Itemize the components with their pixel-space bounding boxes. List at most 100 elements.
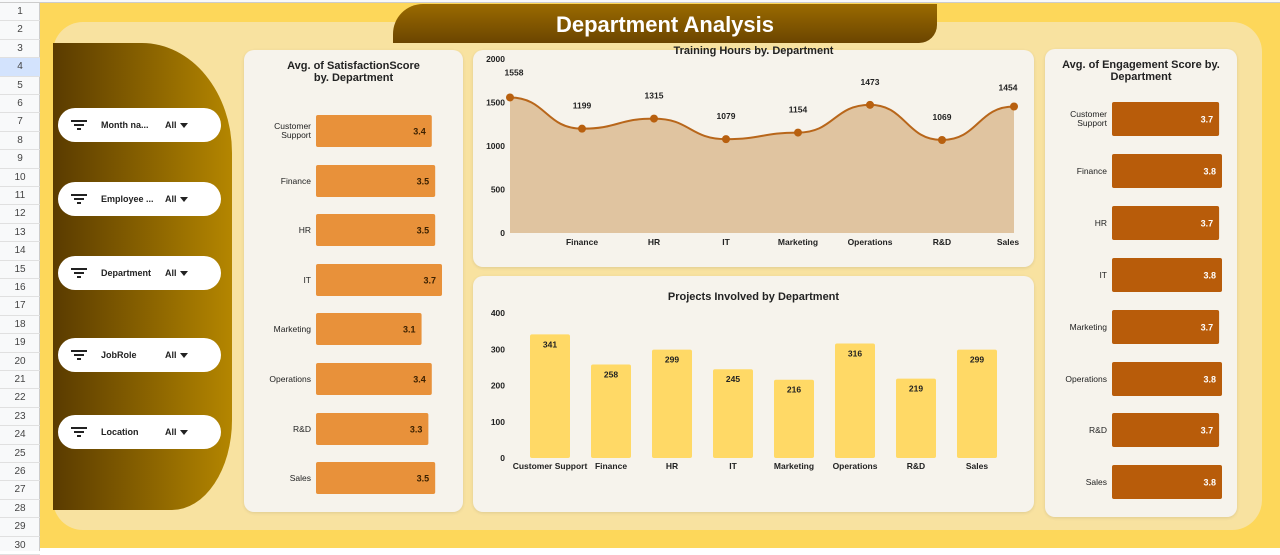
bar — [1112, 465, 1222, 499]
bar — [896, 378, 936, 458]
data-label: 3.7 — [1201, 426, 1214, 436]
bar — [316, 363, 432, 395]
filter-icon — [71, 194, 87, 204]
row-number[interactable]: 14 — [0, 242, 40, 261]
filter-jobrole[interactable]: JobRole All — [58, 338, 221, 372]
row-number[interactable]: 17 — [0, 297, 40, 316]
row-number[interactable]: 24 — [0, 426, 40, 445]
row-number[interactable]: 23 — [0, 408, 40, 427]
data-label: 3.3 — [410, 425, 423, 435]
row-number[interactable]: 3 — [0, 40, 40, 59]
row-number[interactable]: 8 — [0, 132, 40, 151]
data-label: 299 — [665, 355, 679, 365]
y-tick-label: 400 — [491, 308, 505, 318]
chevron-down-icon — [179, 122, 188, 128]
bar — [957, 349, 997, 458]
row-number[interactable]: 26 — [0, 463, 40, 482]
filter-dropdown[interactable]: All — [165, 268, 188, 278]
data-label: 245 — [726, 374, 740, 384]
row-number[interactable]: 6 — [0, 95, 40, 114]
filter-month-na[interactable]: Month na... All — [58, 108, 221, 142]
data-label: 3.7 — [423, 276, 436, 286]
row-number[interactable]: 18 — [0, 316, 40, 335]
row-number[interactable]: 16 — [0, 279, 40, 298]
filter-value: All — [165, 120, 177, 130]
chevron-down-icon — [179, 429, 188, 435]
row-number[interactable]: 19 — [0, 334, 40, 353]
row-number[interactable]: 11 — [0, 187, 40, 206]
row-number[interactable]: 9 — [0, 150, 40, 169]
bar — [316, 462, 436, 494]
bar — [774, 379, 814, 458]
bar — [713, 369, 753, 458]
chart-title: Avg. of Engagement Score by. Department — [1062, 59, 1220, 83]
satisfaction-chart: 3.4 Customer Support 3.5 Finance 3.5 HR 3.7 IT 3.… — [269, 115, 442, 494]
chevron-down-icon — [179, 270, 188, 276]
y-tick-label: 300 — [491, 344, 505, 354]
bar — [1112, 258, 1222, 292]
category-label: IT — [1099, 270, 1107, 280]
filter-dropdown[interactable]: All — [165, 350, 188, 360]
data-label: 3.4 — [413, 375, 426, 385]
filter-dropdown[interactable]: All — [165, 427, 188, 437]
filter-location[interactable]: Location All — [58, 415, 221, 449]
row-number[interactable]: 1 — [0, 3, 40, 22]
filter-icon — [71, 350, 87, 360]
category-label: Customer Support — [274, 121, 311, 140]
category-label: Finance — [1077, 166, 1108, 176]
row-number[interactable]: 27 — [0, 481, 40, 500]
data-label: 3.7 — [1201, 219, 1214, 229]
data-point — [866, 100, 874, 109]
filter-value: All — [165, 427, 177, 437]
data-label: 1069 — [933, 112, 952, 122]
filter-icon — [71, 120, 87, 130]
data-label: 3.7 — [1201, 115, 1214, 125]
data-point — [1010, 102, 1018, 111]
chart-title: Avg. of SatisfactionScore by. Department — [287, 60, 420, 84]
row-number[interactable]: 10 — [0, 169, 40, 187]
data-label: 316 — [848, 348, 862, 358]
x-tick-label: Operations — [833, 461, 878, 471]
category-label: Marketing — [1070, 322, 1108, 332]
data-point — [722, 135, 730, 144]
data-label: 1473 — [861, 77, 880, 87]
row-number[interactable]: 12 — [0, 205, 40, 224]
data-label: 3.5 — [417, 177, 430, 187]
row-number[interactable]: 13 — [0, 224, 40, 243]
filter-dropdown[interactable]: All — [165, 120, 188, 130]
row-number[interactable]: 4 — [0, 58, 40, 77]
bar — [316, 214, 436, 246]
data-label: 3.8 — [1203, 375, 1216, 385]
projects-chart-card: Projects Involved by Department 0 100 200 3… — [473, 276, 1034, 512]
row-number[interactable]: 7 — [0, 113, 40, 132]
y-tick-label: 200 — [491, 381, 505, 391]
row-number[interactable]: 5 — [0, 77, 40, 95]
row-header: 1 2 3 4 5 6 7 8 9 10 11 12 13 14 15 16 17 18 19 20 21 22 23 24 2… — [0, 3, 40, 555]
row-number[interactable]: 22 — [0, 389, 40, 408]
data-label: 3.8 — [1203, 167, 1216, 177]
row-number[interactable]: 21 — [0, 371, 40, 390]
row-number[interactable]: 2 — [0, 21, 40, 40]
data-label: 1154 — [789, 105, 808, 115]
x-tick-label: R&D — [907, 461, 925, 471]
chart-title: Projects Involved by Department — [667, 291, 840, 303]
filter-dropdown[interactable]: All — [165, 194, 188, 204]
bar — [591, 364, 631, 458]
bar — [1112, 102, 1220, 136]
filter-icon — [71, 427, 87, 437]
engagement-chart-card: Avg. of Engagement Score by. Department … — [1045, 49, 1237, 517]
row-number[interactable]: 25 — [0, 445, 40, 463]
x-tick-label: Operations — [848, 237, 893, 247]
x-tick-label: HR — [666, 461, 678, 471]
row-number[interactable]: 30 — [0, 537, 40, 555]
bar — [1112, 362, 1222, 396]
category-label: Sales — [290, 473, 311, 483]
row-number[interactable]: 29 — [0, 518, 40, 537]
row-number[interactable]: 15 — [0, 261, 40, 279]
row-number[interactable]: 28 — [0, 500, 40, 519]
filter-department[interactable]: Department All — [58, 256, 221, 290]
row-number[interactable]: 20 — [0, 353, 40, 371]
x-tick-label: Finance — [566, 237, 598, 247]
filter-employee[interactable]: Employee ... All — [58, 182, 221, 216]
